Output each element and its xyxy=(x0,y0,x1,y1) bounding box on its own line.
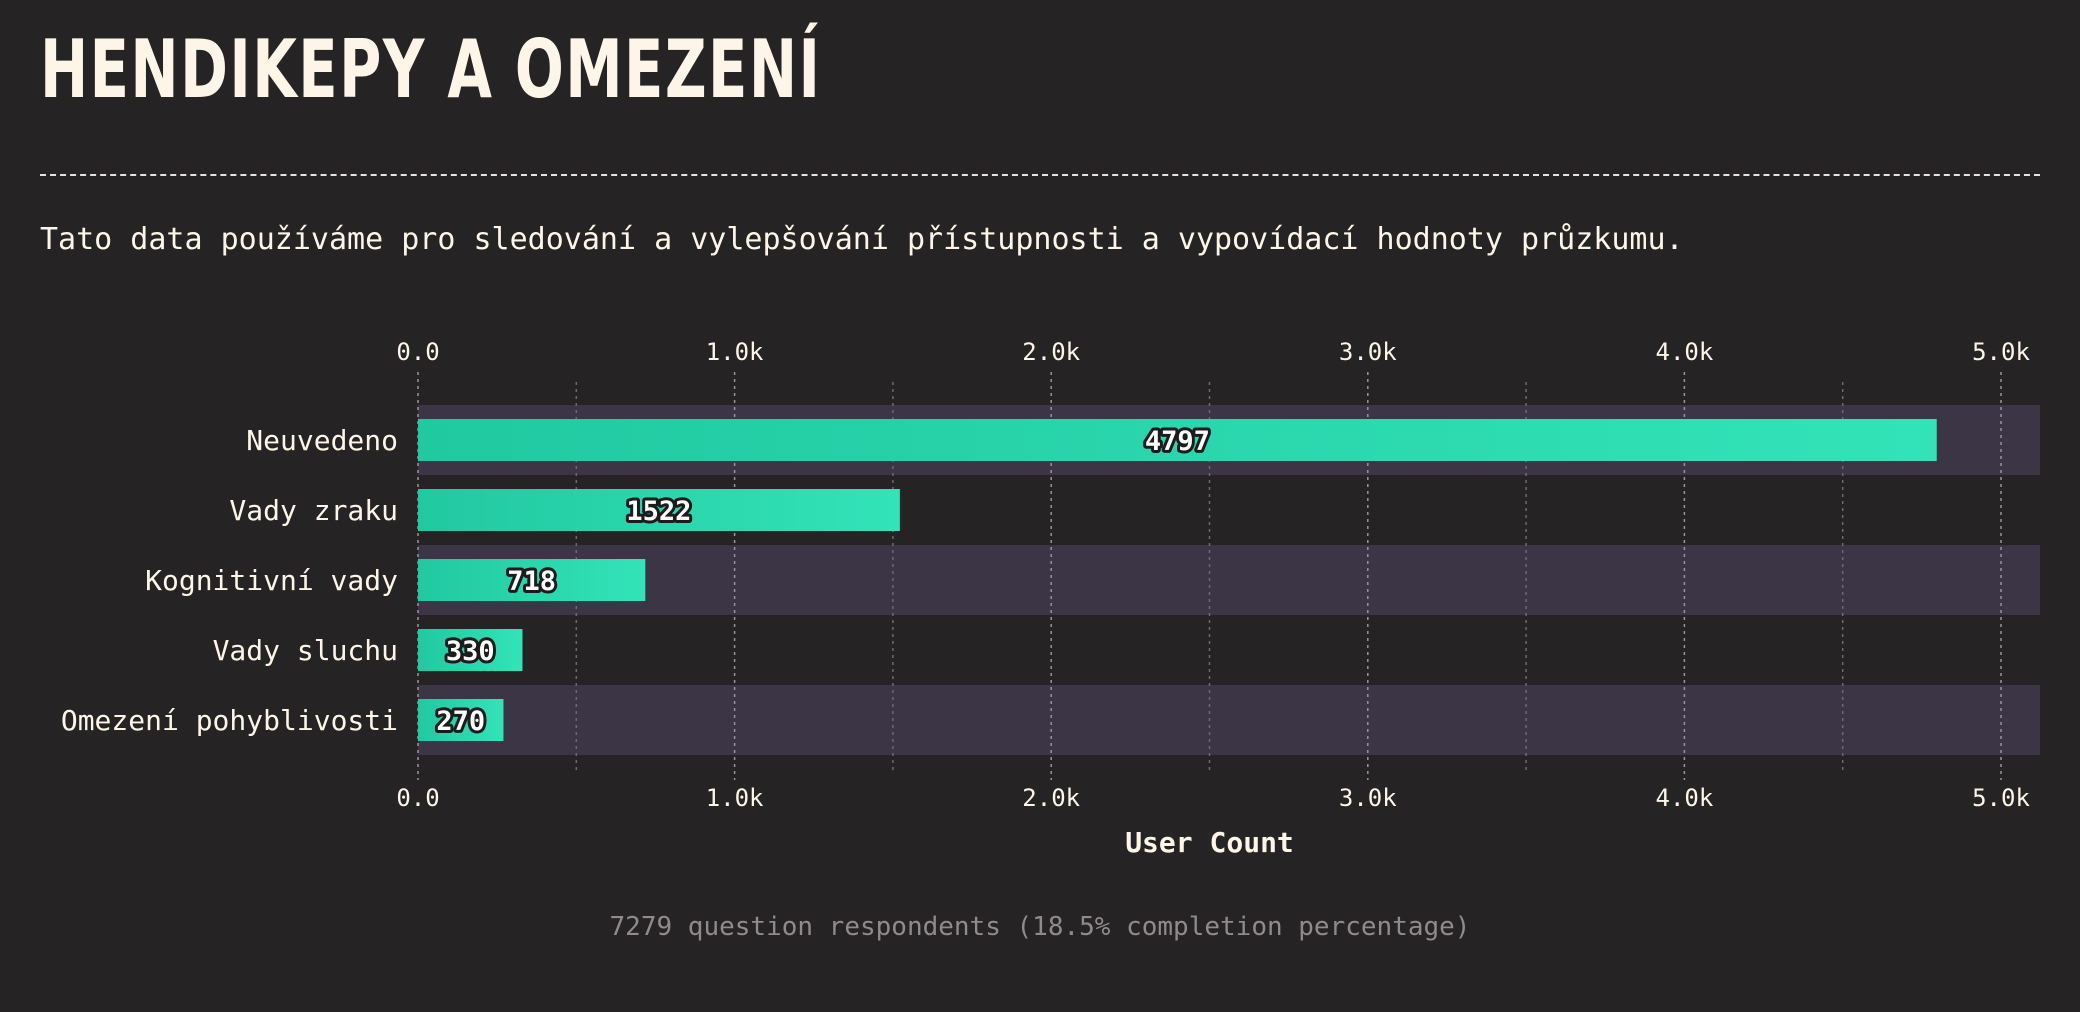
bar xyxy=(418,419,1937,461)
category-label: Kognitivní vady xyxy=(145,564,398,597)
bar xyxy=(418,699,504,741)
category-label: Vady zraku xyxy=(229,494,398,527)
x-tick-label-top: 3.0k xyxy=(1339,338,1397,366)
category-label: Omezení pohyblivosti xyxy=(61,704,398,737)
respondents-note: 7279 question respondents (18.5% complet… xyxy=(609,912,1471,942)
x-tick-label-top: 1.0k xyxy=(706,338,764,366)
row-band xyxy=(418,545,2040,615)
bar xyxy=(418,629,523,671)
x-tick-label-top: 2.0k xyxy=(1022,338,1080,366)
page-description: Tato data používáme pro sledování a vyle… xyxy=(40,222,1684,257)
bar-chart: 0.0 0.0 1.0k 1.0k 2.0k 2.0k 3.0k 3.0k 4.0k 4.0k 5.… xyxy=(61,338,2040,859)
bar xyxy=(418,489,900,531)
data-label: 270 xyxy=(436,706,485,737)
category-label: Vady sluchu xyxy=(213,634,398,667)
x-tick-label-top: 0.0 xyxy=(396,338,439,366)
divider xyxy=(40,174,2040,176)
x-tick-label-bottom: 5.0k xyxy=(1972,784,2030,812)
data-label: 4797 xyxy=(1145,426,1210,457)
row-band xyxy=(418,685,2040,755)
x-tick-label-bottom: 2.0k xyxy=(1022,784,1080,812)
page-title: HENDIKEPY A OMEZENÍ xyxy=(40,23,822,116)
x-axis-title: User Count xyxy=(1125,826,1294,859)
data-label: 1522 xyxy=(626,496,691,527)
x-tick-label-bottom: 4.0k xyxy=(1656,784,1714,812)
data-label: 330 xyxy=(446,636,495,667)
x-tick-label-top: 5.0k xyxy=(1972,338,2030,366)
bar xyxy=(418,559,646,601)
x-tick-label-bottom: 0.0 xyxy=(396,784,439,812)
x-tick-label-bottom: 3.0k xyxy=(1339,784,1397,812)
x-tick-label-bottom: 1.0k xyxy=(706,784,764,812)
x-tick-label-top: 4.0k xyxy=(1656,338,1714,366)
category-label: Neuvedeno xyxy=(246,424,398,457)
data-label: 718 xyxy=(507,566,556,597)
